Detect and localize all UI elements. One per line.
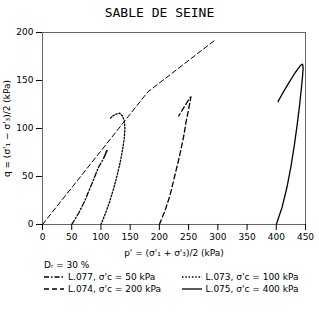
html-text:Dᵣ = 30 %: Dᵣ = 30 % [44, 260, 90, 270]
svg-text:450: 450 [297, 232, 314, 242]
html-text:SABLE DE SEINE: SABLE DE SEINE [104, 5, 215, 20]
html-text:L.073, σ'c = 100 kPa: L.073, σ'c = 100 kPa [205, 272, 299, 282]
html-text:L.075, σ'c = 400 kPa: L.075, σ'c = 400 kPa [205, 284, 299, 294]
html-text:L.077, σ'c = 50 kPa: L.077, σ'c = 50 kPa [68, 272, 156, 282]
svg-text:50: 50 [22, 171, 34, 181]
svg-text:150: 150 [16, 75, 33, 85]
svg-text:200: 200 [16, 27, 33, 37]
html-text:L.074, σ'c = 200 kPa: L.074, σ'c = 200 kPa [68, 284, 161, 294]
svg-text:50: 50 [66, 232, 78, 242]
svg-text:250: 250 [180, 232, 197, 242]
svg-text:350: 350 [238, 232, 255, 242]
svg-text:100: 100 [16, 123, 33, 133]
svg-text:100: 100 [92, 232, 109, 242]
svg-text:0: 0 [28, 219, 34, 229]
svg-text:150: 150 [122, 232, 139, 242]
svg-text:200: 200 [151, 232, 168, 242]
svg-text:300: 300 [209, 232, 226, 242]
svg-text:p' = (σ'₁ + σ'₃)/2 (kPa): p' = (σ'₁ + σ'₃)/2 (kPa) [124, 248, 224, 258]
svg-text:q = (σ'₁ − σ'₃)/2 (kPa): q = (σ'₁ − σ'₃)/2 (kPa) [2, 80, 12, 177]
svg-text:0: 0 [40, 232, 46, 242]
svg-text:400: 400 [268, 232, 285, 242]
